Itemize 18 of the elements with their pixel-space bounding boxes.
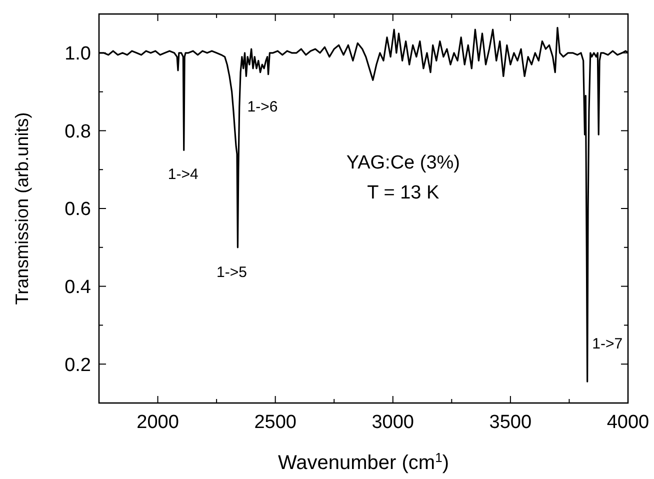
x-tick-label: 3500 — [489, 412, 532, 433]
y-tick-label: 0.8 — [64, 121, 91, 142]
annotation: 1->4 — [168, 166, 198, 184]
y-tick-label: 0.4 — [64, 276, 92, 298]
y-tick-label: 0.6 — [64, 199, 91, 220]
y-tick-label: 1.0 — [64, 44, 91, 65]
x-tick-label: 2500 — [254, 412, 296, 433]
x-tick-label: 4000 — [606, 412, 650, 433]
annotation: 1->6 — [247, 98, 278, 116]
y-tick-label: 0.2 — [64, 354, 91, 376]
y-axis-title: Transmission (arb.units) — [12, 112, 32, 305]
x-tick-label: 2000 — [136, 412, 179, 433]
annotation: T = 13 K — [367, 182, 440, 204]
x-axis-title: Wavenumber (cm$^{1}$) — [278, 450, 449, 474]
annotation: YAG:Ce (3%) — [346, 152, 460, 174]
x-tick-label: 3000 — [372, 412, 414, 433]
annotation: 1->5 — [216, 264, 248, 282]
annotation: 1->7 — [592, 335, 623, 352]
